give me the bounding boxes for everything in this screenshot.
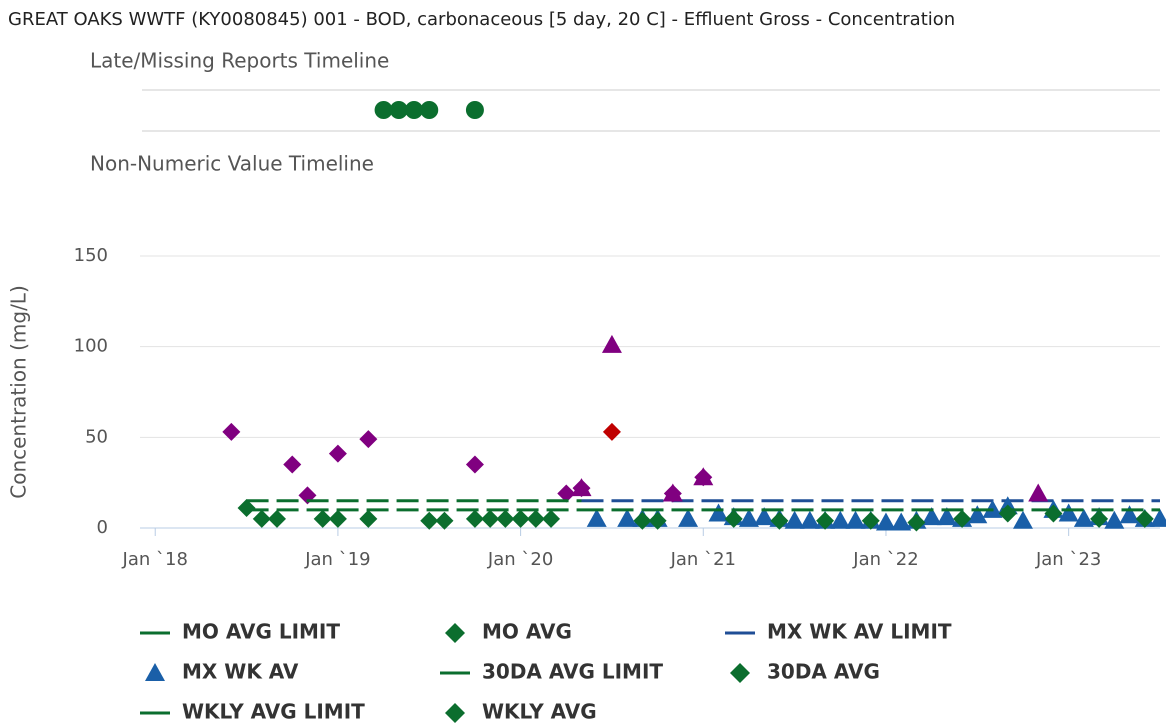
x-tick-label: Jan `18 — [122, 549, 188, 570]
data-point — [511, 509, 530, 528]
y-tick-label: 0 — [97, 517, 108, 538]
y-tick-label: 150 — [74, 245, 108, 266]
legend-label: MO AVG LIMIT — [182, 620, 340, 644]
data-point — [724, 509, 743, 528]
late-report-dot — [405, 101, 424, 119]
data-point — [953, 509, 972, 528]
late-report-dot — [420, 101, 439, 119]
legend-symbol — [730, 663, 750, 683]
legend-label: WKLY AVG — [482, 700, 597, 724]
x-tick-label: Jan `23 — [1035, 549, 1101, 570]
chart-title: GREAT OAKS WWTF (KY0080845) 001 - BOD, c… — [8, 9, 955, 30]
data-point — [328, 509, 347, 528]
late-report-dot — [374, 101, 393, 119]
legend-label: 30DA AVG — [767, 660, 880, 684]
data-point — [1058, 503, 1079, 522]
data-point — [435, 511, 454, 530]
data-point — [907, 513, 926, 532]
legend-label: MO AVG — [482, 620, 572, 644]
data-point — [1028, 483, 1049, 502]
data-point — [998, 504, 1017, 523]
timeline-title: Non-Numeric Value Timeline — [90, 152, 374, 176]
data-point — [1135, 509, 1154, 528]
data-point — [572, 479, 591, 498]
data-point — [754, 507, 775, 526]
data-point — [845, 510, 866, 529]
data-point — [328, 444, 347, 463]
x-tick-label: Jan `19 — [304, 549, 370, 570]
x-tick-label: Jan `20 — [487, 549, 553, 570]
data-point — [799, 510, 820, 529]
data-point — [967, 505, 988, 524]
data-point — [601, 334, 622, 353]
data-point — [283, 455, 302, 474]
data-point — [648, 511, 667, 530]
data-point — [1150, 508, 1166, 527]
data-point — [936, 507, 957, 526]
data-point — [875, 512, 896, 531]
data-point — [252, 509, 271, 528]
data-point — [921, 507, 942, 526]
data-point — [602, 422, 621, 441]
data-point — [222, 422, 241, 441]
data-point — [557, 484, 576, 503]
data-point — [784, 510, 805, 529]
data-point — [542, 509, 561, 528]
legend-symbol — [445, 623, 465, 643]
y-tick-label: 100 — [74, 336, 108, 357]
data-point — [708, 503, 729, 522]
data-point — [830, 510, 851, 529]
data-point — [1012, 510, 1033, 529]
data-point — [359, 509, 378, 528]
data-point — [313, 509, 332, 528]
data-point — [633, 511, 652, 530]
data-point — [816, 511, 835, 530]
data-point — [465, 509, 484, 528]
data-point — [586, 508, 607, 527]
x-tick-label: Jan `21 — [670, 549, 736, 570]
data-point — [1044, 504, 1063, 523]
data-point — [1104, 510, 1125, 529]
data-point — [237, 499, 256, 518]
data-point — [496, 509, 515, 528]
late-report-dot — [465, 101, 484, 119]
data-point — [663, 484, 682, 503]
y-tick-label: 50 — [85, 426, 108, 447]
data-point — [617, 508, 638, 527]
late-report-dot — [389, 101, 408, 119]
y-axis-label: Concentration (mg/L) — [7, 285, 31, 499]
legend-label: WKLY AVG LIMIT — [182, 700, 365, 724]
data-point — [465, 455, 484, 474]
data-point — [678, 508, 699, 527]
legend-symbol — [445, 703, 465, 723]
data-point — [738, 508, 759, 527]
data-point — [694, 468, 713, 487]
data-point — [420, 511, 439, 530]
data-point — [861, 511, 880, 530]
data-point — [268, 509, 287, 528]
data-point — [1119, 505, 1140, 524]
data-point — [481, 509, 500, 528]
data-point — [526, 509, 545, 528]
data-point — [359, 430, 378, 449]
data-point — [1073, 508, 1094, 527]
legend-symbol — [145, 663, 165, 681]
timeline-title: Late/Missing Reports Timeline — [90, 49, 389, 73]
x-tick-label: Jan `22 — [852, 549, 918, 570]
data-point — [891, 512, 912, 531]
legend-label: 30DA AVG LIMIT — [482, 660, 663, 684]
legend-label: MX WK AV LIMIT — [767, 620, 952, 644]
data-point — [770, 511, 789, 530]
legend-label: MX WK AV — [182, 660, 299, 684]
data-point — [1090, 509, 1109, 528]
